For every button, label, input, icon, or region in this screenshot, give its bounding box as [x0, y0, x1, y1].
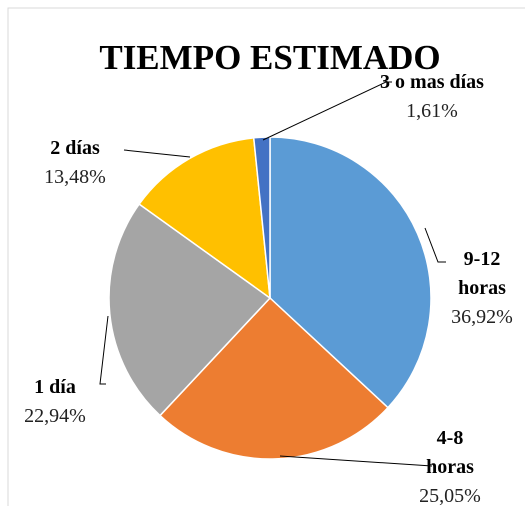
frame — [7, 7, 525, 506]
category-label: 2 días — [50, 137, 100, 159]
pie-slice — [269, 136, 432, 409]
value-label: 22,94% — [24, 405, 86, 427]
slice-label: 1 día 22,94% — [0, 373, 115, 431]
leader-line — [262, 81, 392, 141]
value-label: 13,48% — [44, 166, 106, 188]
pie-slice — [108, 203, 272, 417]
slice-label: 9-12 horas 36,92% — [447, 245, 517, 332]
slice-label: 2 días 13,48% — [15, 134, 135, 192]
pie-slice — [158, 296, 389, 460]
leader-line — [424, 227, 446, 263]
pie — [108, 136, 432, 460]
pie-slice — [138, 137, 271, 300]
value-label: 25,05% — [419, 485, 481, 506]
leader-line — [99, 315, 109, 385]
value-label: 1,61% — [406, 100, 458, 122]
category-label: 1 día — [34, 376, 76, 398]
slice-label: 3 o mas días 1,61% — [377, 68, 487, 126]
category-label: 9-12 horas — [458, 248, 506, 299]
chart-title: TIEMPO ESTIMADO — [99, 38, 441, 77]
slice-label: 4-8 horas 25,05% — [415, 424, 485, 506]
category-label: 4-8 horas — [426, 427, 474, 478]
value-label: 36,92% — [451, 306, 513, 328]
leader-line — [123, 149, 191, 158]
leader-line — [279, 455, 433, 467]
leader-lines — [99, 81, 446, 467]
category-label: 3 o mas días — [380, 71, 484, 93]
